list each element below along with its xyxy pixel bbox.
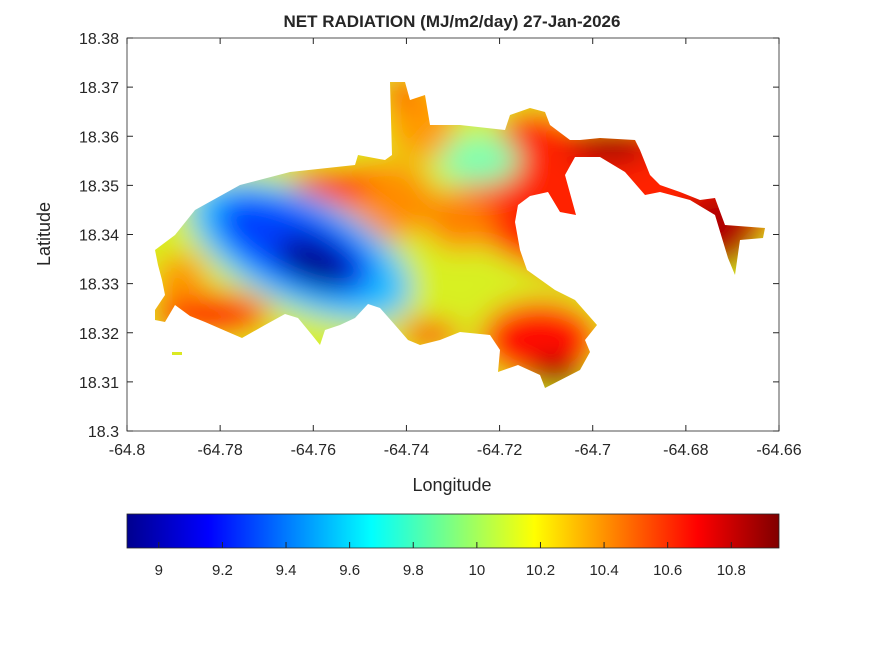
colorbar-tick-label: 9.4 — [276, 562, 297, 579]
y-tick-label: 18.3 — [88, 424, 119, 441]
y-tick-label: 18.31 — [79, 375, 119, 392]
colorbar-tick-label: 10 — [469, 562, 486, 579]
colorbar-tick-label: 9 — [155, 562, 163, 579]
x-tick-label: -64.7 — [574, 442, 611, 459]
y-tick-label: 18.37 — [79, 80, 119, 97]
y-axis-label: Latitude — [34, 202, 54, 266]
y-tick-label: 18.35 — [79, 178, 119, 195]
chart-title: NET RADIATION (MJ/m2/day) 27-Jan-2026 — [284, 12, 621, 31]
x-tick-label: -64.8 — [109, 442, 146, 459]
y-tick-label: 18.36 — [79, 129, 119, 146]
x-tick-label: -64.66 — [756, 442, 801, 459]
contour-region — [290, 169, 370, 201]
colorbar-tick-label: 10.2 — [526, 562, 555, 579]
y-tick-label: 18.38 — [79, 31, 119, 48]
colorbar-tick-label: 9.6 — [339, 562, 360, 579]
y-tick-label: 18.34 — [79, 228, 119, 245]
x-axis-label: Longitude — [412, 475, 491, 495]
y-tick-label: 18.33 — [79, 277, 119, 294]
x-tick-label: -64.78 — [197, 442, 242, 459]
colorbar-tick-label: 9.8 — [403, 562, 424, 579]
colorbar-ticks: 9 9.2 9.4 9.6 9.8 10 10.2 10.4 10.6 10.8 — [155, 542, 746, 579]
colorbar — [126, 513, 780, 549]
x-tick-label: -64.76 — [291, 442, 336, 459]
contour-region — [480, 300, 600, 380]
colorbar-tick-label: 10.6 — [653, 562, 682, 579]
x-tick-label: -64.72 — [477, 442, 522, 459]
contour-region — [155, 255, 205, 305]
colorbar-tick-label: 10.4 — [589, 562, 618, 579]
x-tick-label: -64.68 — [663, 442, 708, 459]
contour-region — [440, 135, 520, 185]
contour-region — [570, 134, 650, 162]
colorbar-tick-label: 9.2 — [212, 562, 233, 579]
y-tick-label: 18.32 — [79, 326, 119, 343]
y-axis: 18.3 18.31 18.32 18.33 18.34 18.35 18.36 18.37 1… — [79, 31, 779, 441]
colorbar-tick-label: 10.8 — [717, 562, 746, 579]
contour-region — [425, 190, 495, 250]
x-axis: -64.8 -64.78 -64.76 -64.74 -64.72 -64.7 -64.68… — [109, 38, 802, 459]
contour-region — [277, 235, 353, 289]
x-tick-label: -64.74 — [384, 442, 429, 459]
